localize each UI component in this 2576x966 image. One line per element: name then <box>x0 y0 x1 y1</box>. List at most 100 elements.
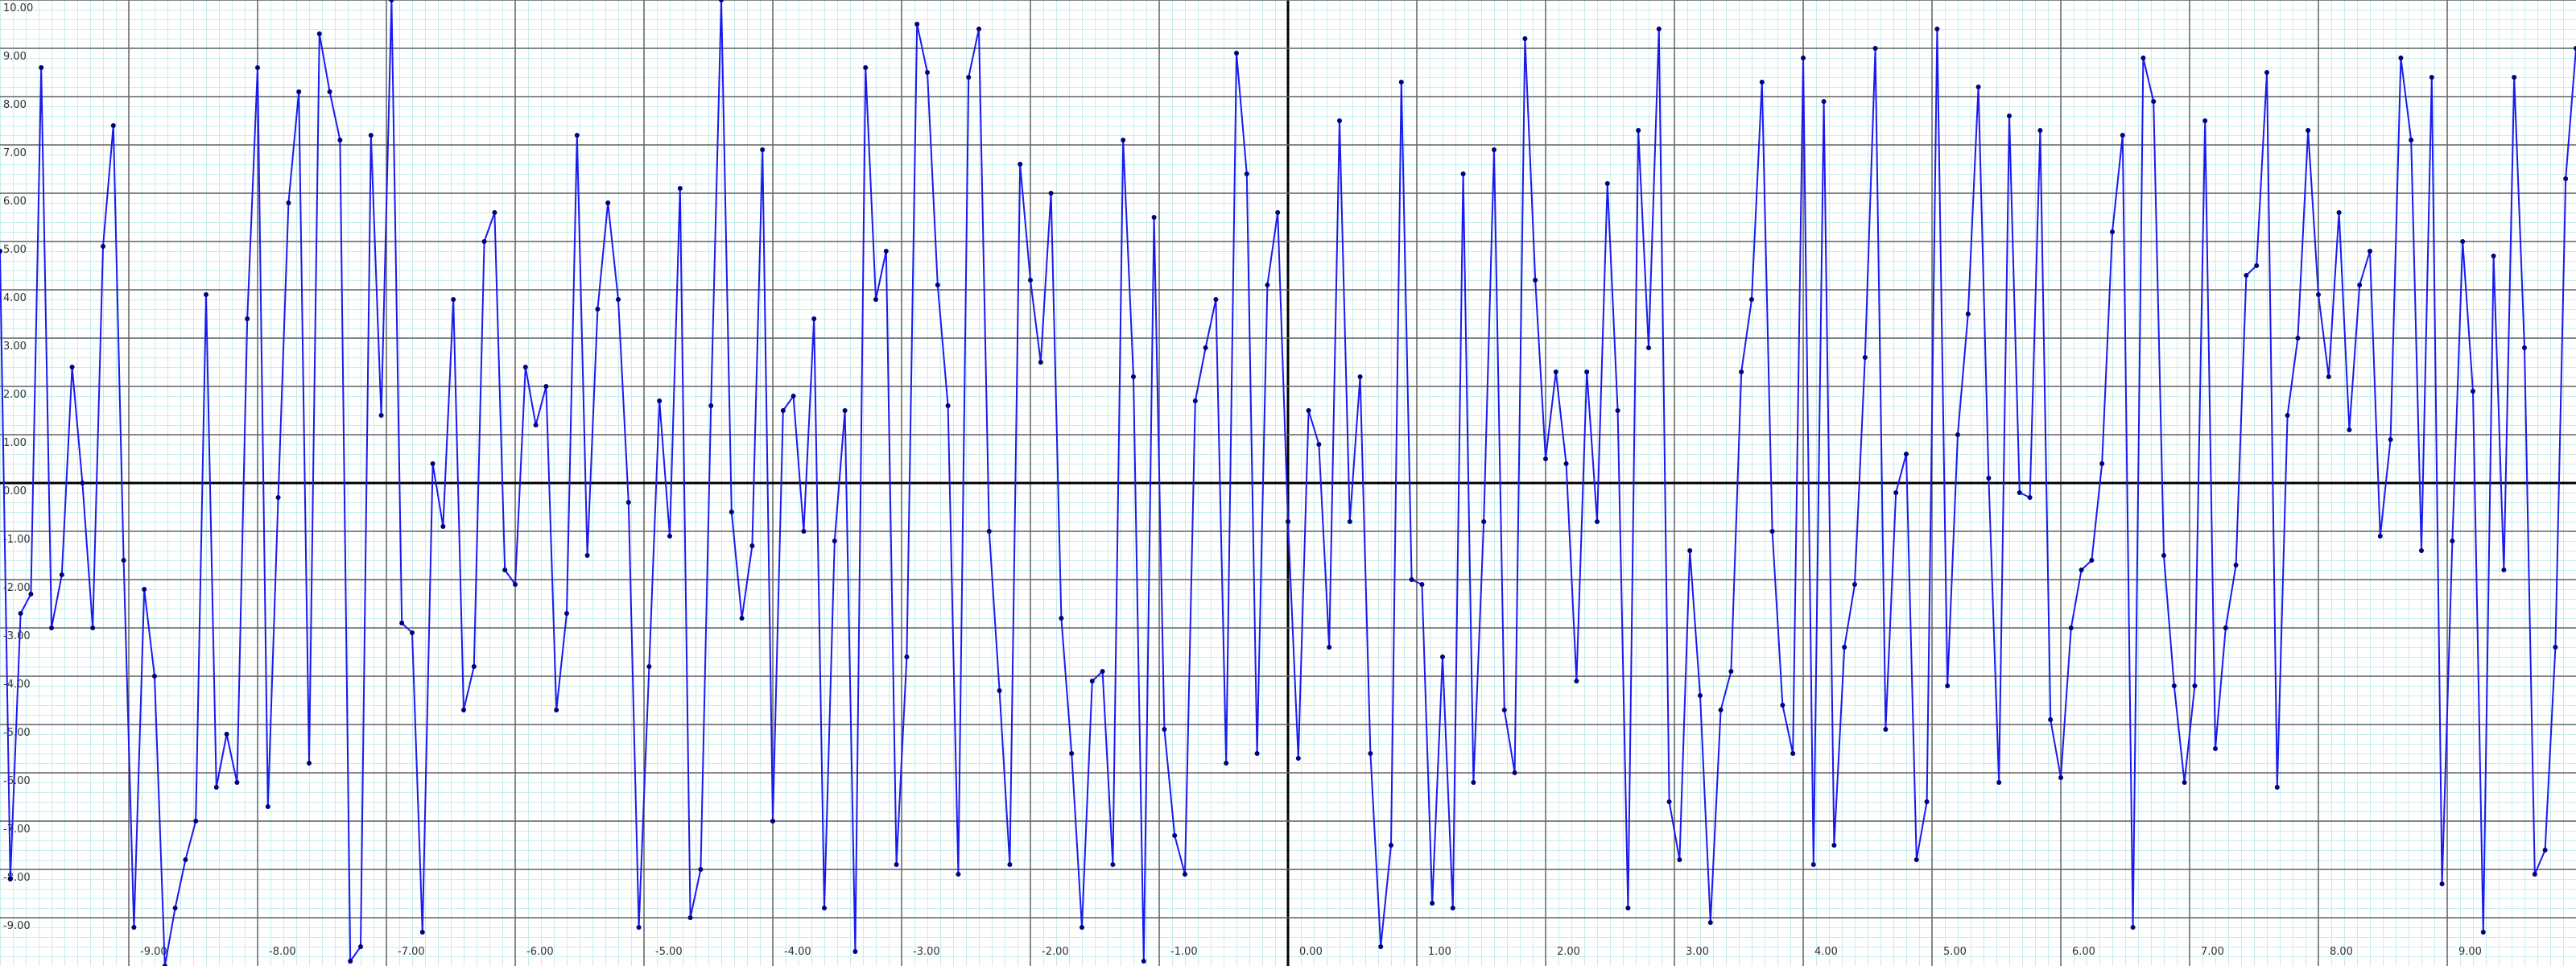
data-point <box>245 316 250 321</box>
data-point <box>1192 398 1198 403</box>
y-tick-label: 4.00 <box>3 292 27 304</box>
data-point <box>172 906 178 910</box>
data-point <box>1604 181 1610 186</box>
data-point <box>2058 775 2063 780</box>
y-tick-label: 3.00 <box>3 341 27 353</box>
data-point <box>1965 312 1971 316</box>
data-point <box>554 708 559 712</box>
data-point <box>1595 519 1600 524</box>
data-point <box>2285 413 2290 418</box>
x-tick-label: 5.00 <box>1943 946 1967 958</box>
data-point <box>1038 360 1043 365</box>
x-tick-label: -2.00 <box>1042 946 1069 958</box>
data-point <box>255 65 260 70</box>
data-point <box>1769 529 1775 534</box>
data-point <box>1584 369 1590 374</box>
data-point <box>646 664 652 669</box>
data-point <box>822 906 827 910</box>
data-point <box>2068 625 2074 630</box>
data-point <box>131 925 137 930</box>
y-tick-label: 10.00 <box>3 2 33 14</box>
data-point <box>1492 147 1496 152</box>
x-tick-label: -4.00 <box>784 946 811 958</box>
y-tick-label: 8.00 <box>3 99 27 111</box>
data-point <box>121 558 126 563</box>
y-tick-label: 2.00 <box>3 389 27 401</box>
y-tick-label: -4.00 <box>3 679 31 691</box>
data-point <box>760 147 766 152</box>
data-point <box>801 529 807 534</box>
data-point <box>204 292 208 297</box>
data-point <box>2357 283 2363 287</box>
data-point <box>2274 785 2280 790</box>
data-point <box>2007 114 2012 118</box>
data-point <box>2089 558 2095 563</box>
data-point <box>419 930 425 935</box>
y-tick-label: -2.00 <box>3 582 31 594</box>
y-tick-label: 5.00 <box>3 244 27 256</box>
data-point <box>1327 645 1332 650</box>
data-point <box>1625 906 1631 910</box>
data-point <box>2368 249 2372 254</box>
data-point <box>1563 461 1569 466</box>
data-point <box>1409 577 1414 582</box>
data-point <box>1244 171 1249 176</box>
data-point <box>69 365 75 369</box>
x-tick-label: 9.00 <box>2458 946 2482 958</box>
data-point <box>461 708 466 712</box>
data-point <box>1450 906 1455 910</box>
data-point <box>956 872 961 877</box>
x-tick-label: 7.00 <box>2201 946 2224 958</box>
data-point <box>698 867 704 872</box>
data-point <box>863 65 869 70</box>
data-point <box>595 307 601 312</box>
data-point <box>213 785 219 790</box>
data-point <box>2388 437 2393 442</box>
data-point <box>605 200 611 205</box>
data-point <box>162 964 167 966</box>
data-point <box>739 616 745 621</box>
data-point <box>1121 138 1126 142</box>
data-point <box>471 664 477 669</box>
data-point <box>914 22 920 27</box>
data-point <box>1430 901 1435 906</box>
data-point <box>193 819 199 824</box>
data-point <box>7 877 13 881</box>
data-point <box>2563 176 2569 181</box>
data-point <box>1172 833 1178 838</box>
data-point <box>543 384 549 389</box>
data-point <box>307 761 312 766</box>
data-point <box>719 0 724 2</box>
data-point <box>1069 751 1075 756</box>
data-point <box>1574 679 1579 683</box>
data-point <box>1810 862 1816 867</box>
data-point <box>1440 654 1445 659</box>
data-point <box>1110 862 1116 867</box>
data-point <box>1739 369 1744 374</box>
data-point <box>625 500 631 505</box>
data-point <box>234 780 240 785</box>
data-point <box>2048 717 2054 722</box>
data-point <box>2409 138 2414 142</box>
x-tick-label: -3.00 <box>913 946 940 958</box>
data-point <box>522 365 528 369</box>
y-tick-label: -8.00 <box>3 872 31 884</box>
data-point <box>904 654 910 659</box>
data-point <box>1986 476 1992 481</box>
data-point <box>2140 56 2146 60</box>
data-point <box>1213 297 1219 302</box>
data-point <box>1707 920 1713 925</box>
data-point <box>1996 780 2002 785</box>
data-point <box>1831 843 1837 848</box>
data-point <box>2171 683 2177 688</box>
data-point <box>657 398 663 403</box>
data-point <box>584 553 590 558</box>
data-point <box>2223 625 2228 630</box>
data-point <box>2244 273 2249 278</box>
data-point <box>729 510 734 514</box>
data-point <box>1419 582 1425 587</box>
data-point <box>2501 568 2507 572</box>
data-point <box>2398 56 2404 60</box>
data-point <box>368 133 374 138</box>
data-point <box>1656 27 1662 31</box>
